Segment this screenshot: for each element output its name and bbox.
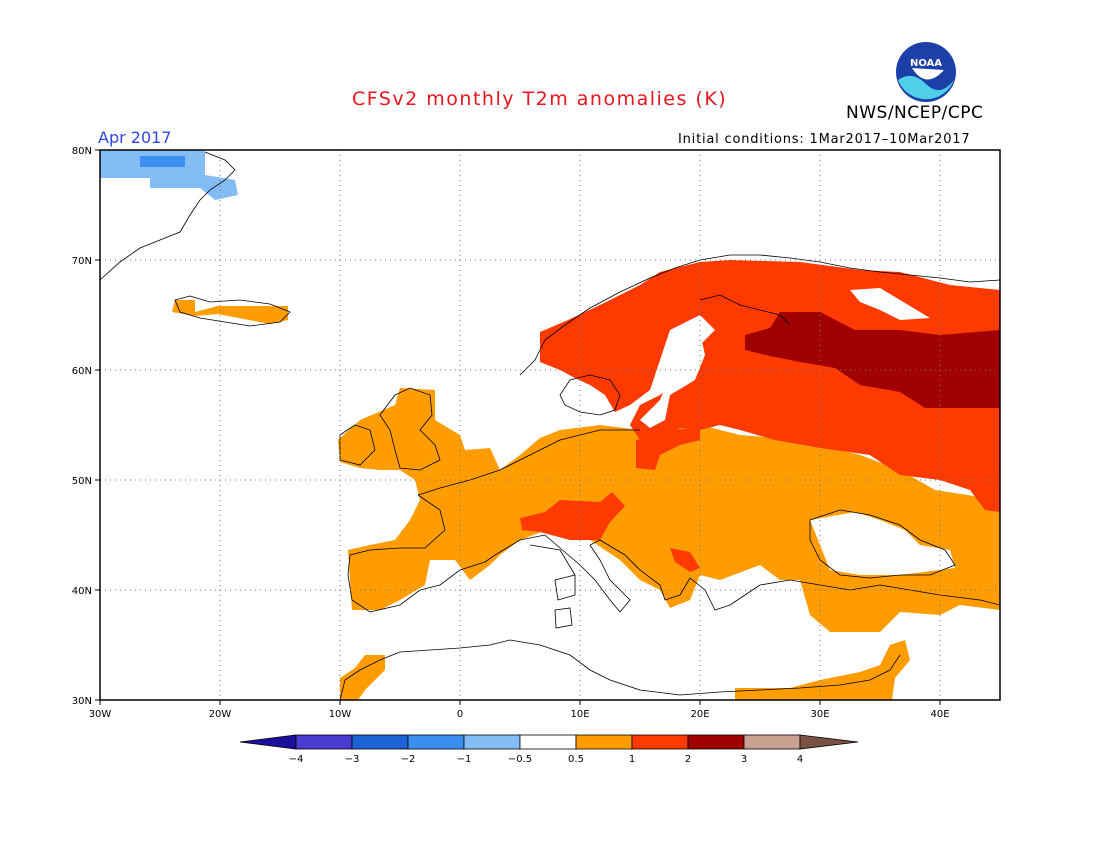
noaa-logo: NOAA	[896, 42, 956, 102]
forecast-month: Apr 2017	[98, 128, 172, 147]
legend-swatch	[687, 734, 745, 750]
legend-swatch	[631, 734, 689, 750]
coastlines	[100, 151, 1000, 700]
legend-label: −0.5	[508, 754, 532, 765]
legend-swatch	[519, 734, 577, 750]
greenland-cold-patch	[140, 156, 185, 167]
legend-label: −1	[457, 754, 472, 765]
scandinavia-russia-very-warm	[540, 260, 1000, 512]
legend-arrow-high	[799, 734, 859, 750]
lat-label: 80N	[72, 146, 92, 157]
legend-label: −3	[345, 754, 360, 765]
legend-label: 3	[741, 754, 747, 765]
legend-label: 1	[629, 754, 635, 765]
iceland-warm-anomaly	[172, 300, 288, 324]
legend-swatch	[295, 734, 353, 750]
north-africa-warm-anomaly	[340, 655, 385, 700]
levant-warm-anomaly	[735, 640, 910, 700]
black-sea-neutral	[810, 512, 955, 575]
logo-text: NOAA	[910, 58, 942, 69]
legend-label: −4	[289, 754, 304, 765]
lat-label: 70N	[72, 256, 92, 267]
legend-swatch	[351, 734, 409, 750]
axis-ticks	[95, 149, 941, 705]
legend-label: 0.5	[568, 754, 584, 765]
legend-swatch	[575, 734, 633, 750]
lon-label: 40E	[930, 709, 949, 720]
lon-label: 20W	[209, 709, 232, 720]
alps-warm-patch	[520, 492, 625, 540]
greenland-cold-anomaly	[100, 150, 238, 200]
lat-label: 50N	[72, 476, 92, 487]
lat-label: 30N	[72, 696, 92, 707]
map-frame	[99, 149, 1001, 701]
legend-label: 2	[685, 754, 691, 765]
color-legend	[239, 734, 859, 750]
legend-label: −2	[401, 754, 416, 765]
germany-warm-patch	[636, 428, 700, 470]
legend-swatch	[463, 734, 521, 750]
lat-label: 40N	[72, 586, 92, 597]
lat-label: 60N	[72, 366, 92, 377]
legend-swatch	[407, 734, 465, 750]
map-title: CFSv2 monthly T2m anomalies (K)	[352, 88, 728, 110]
nw-russia-extreme-warm	[745, 312, 1000, 408]
org-label: NWS/NCEP/CPC	[846, 103, 984, 123]
lon-label: 0	[457, 709, 463, 720]
white-sea-neutral	[850, 288, 930, 320]
lon-label: 10E	[570, 709, 589, 720]
legend-swatch	[743, 734, 801, 750]
initial-conditions: Initial conditions: 1Mar2017–10Mar2017	[678, 132, 971, 147]
lon-label: 30W	[89, 709, 112, 720]
legend-label: 4	[797, 754, 803, 765]
legend-arrow-low	[239, 734, 297, 750]
lon-label: 10W	[329, 709, 352, 720]
lon-label: 30E	[810, 709, 829, 720]
balkan-warm-patch	[670, 548, 700, 572]
lon-label: 20E	[690, 709, 709, 720]
baltic-neutral	[640, 332, 705, 428]
aegean-neutral	[710, 585, 805, 630]
graticule	[100, 150, 1000, 700]
anomaly-fields	[100, 150, 1000, 700]
